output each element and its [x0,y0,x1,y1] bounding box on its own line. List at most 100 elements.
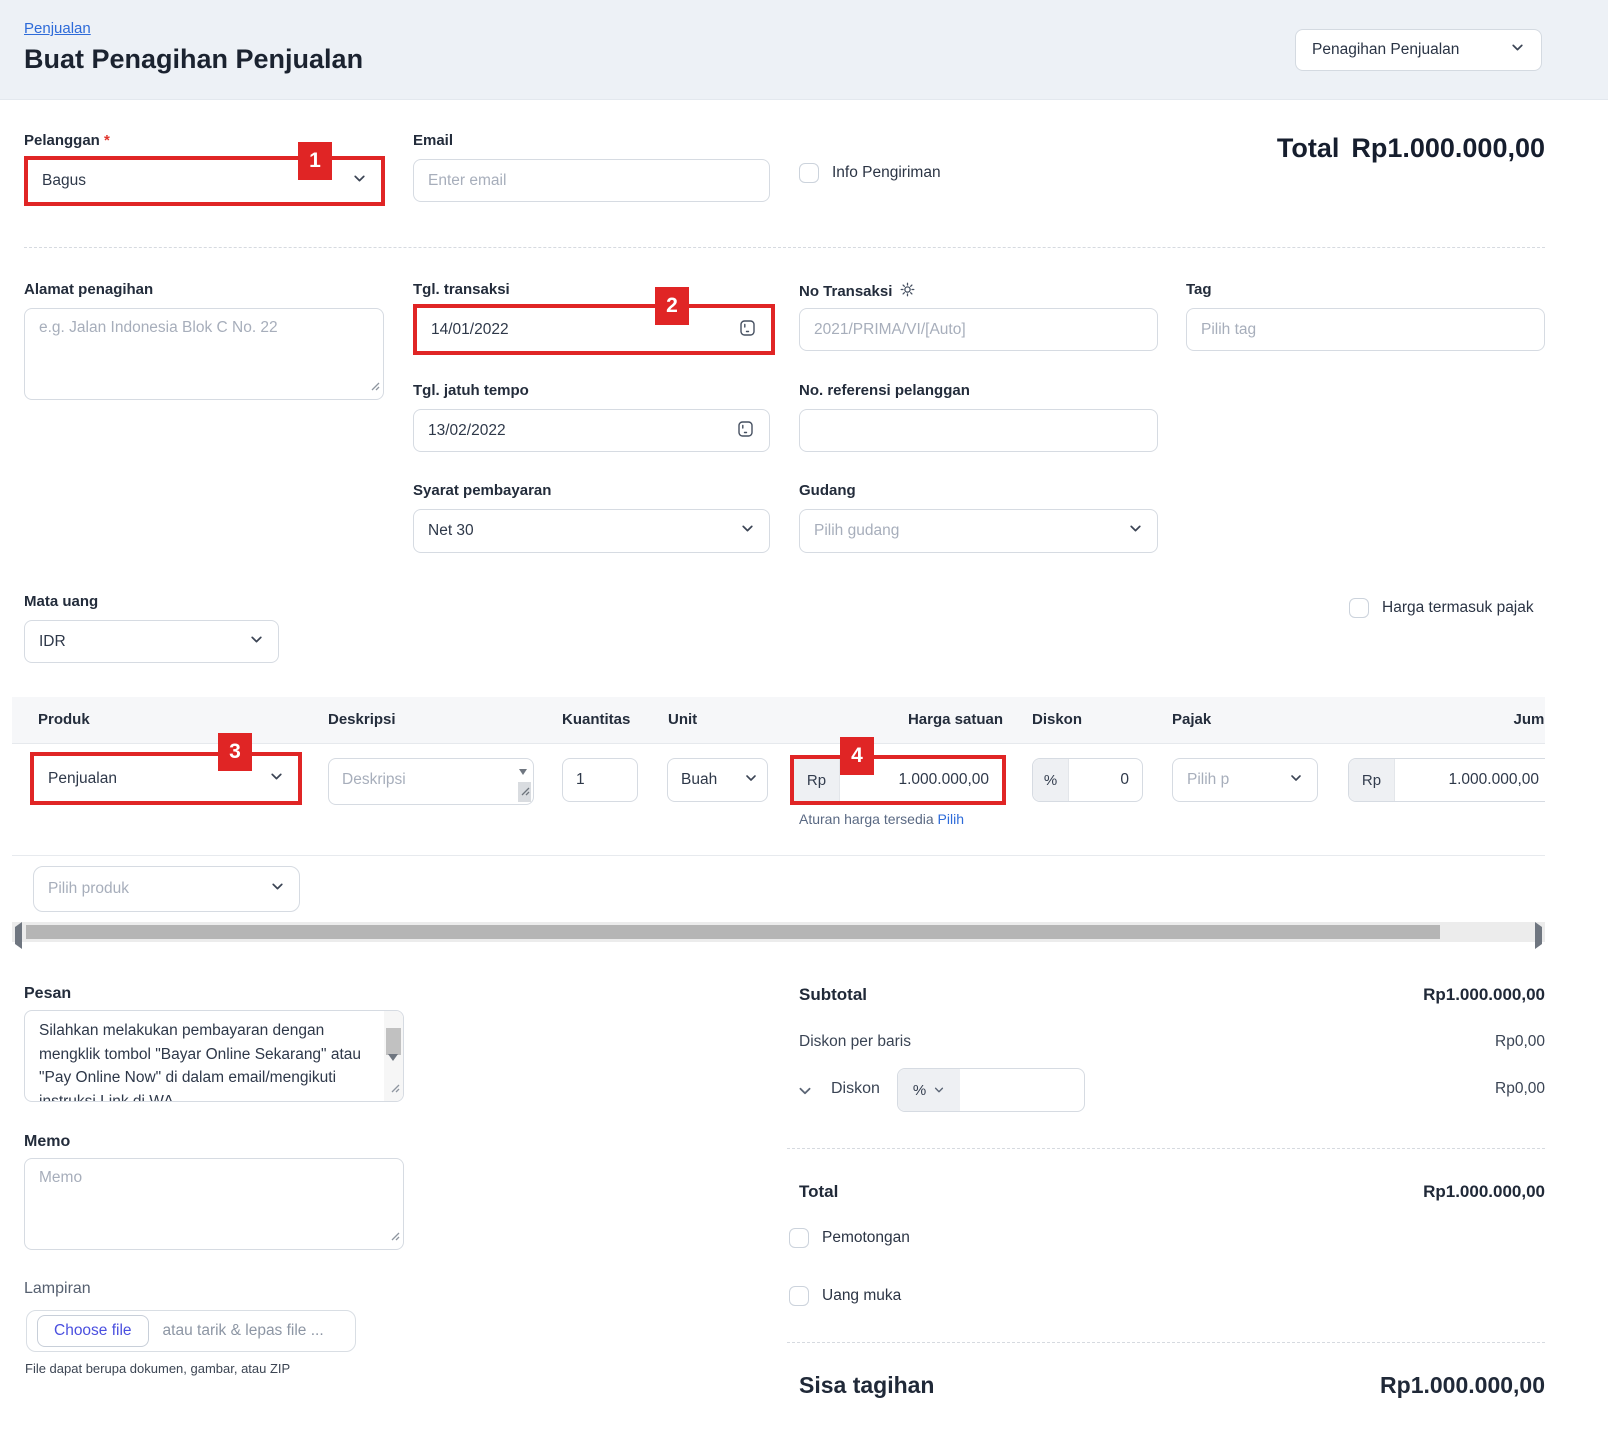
file-note: File dapat berupa dokumen, gambar, atau … [25,1361,291,1376]
harga-satuan-value: 1.000.000,00 [898,771,989,788]
tgl-jatuh-tempo-label: Tgl. jatuh tempo [413,382,529,399]
chevron-down-icon[interactable] [797,1083,813,1104]
pemotongan-checkbox[interactable] [789,1228,809,1248]
col-harga-satuan: Harga satuan [907,711,1003,728]
chevron-down-icon [740,521,755,541]
pelanggan-label: Pelanggan * [24,132,110,149]
divider [12,855,1545,856]
gudang-select[interactable]: Pilih gudang [799,509,1158,553]
calendar-icon[interactable] [738,318,757,342]
discount-input[interactable] [960,1081,1084,1099]
chevron-down-icon [249,632,264,652]
total-value: Rp1.000.000,00 [1423,1182,1545,1201]
breadcrumb[interactable]: Penjualan [24,20,91,37]
mata-uang-select[interactable]: IDR [24,620,279,663]
total-banner-label: Total [1276,133,1340,163]
uang-muka-checkbox[interactable] [789,1286,809,1306]
pelanggan-value: Bagus [42,172,86,189]
currency-prefix: Rp [1349,759,1395,801]
resize-handle-icon[interactable] [369,378,380,396]
discount-unit-select[interactable]: % [898,1069,960,1111]
resize-handle-icon[interactable] [389,1228,400,1246]
discount-unit-value: % [912,1081,927,1099]
no-referensi-input[interactable] [814,421,1143,440]
items-table: Produk Deskripsi Kuantitas Unit Harga sa… [12,697,1545,839]
kuantitas-value: 1 [576,771,585,788]
col-kuantitas: Kuantitas [562,711,631,728]
col-jumlah: Jumlah [1513,711,1545,728]
pesan-label: Pesan [24,985,72,1002]
scroll-left-icon[interactable] [15,922,22,949]
doc-type-select[interactable]: Penagihan Penjualan [1295,29,1542,71]
scroll-right-icon[interactable] [1535,922,1542,949]
diskon-value: 0 [1120,771,1129,788]
memo-field[interactable] [24,1158,404,1250]
tgl-jatuh-tempo-field[interactable]: 13/02/2022 [413,409,770,452]
produk-value: Penjualan [48,769,117,787]
info-pengiriman-label: Info Pengiriman [832,164,941,181]
info-pengiriman-checkbox[interactable] [799,163,819,183]
tgl-transaksi-value: 14/01/2022 [431,320,509,338]
syarat-pembayaran-select[interactable]: Net 30 [413,509,770,553]
percent-prefix: % [1033,759,1069,801]
memo-label: Memo [24,1133,71,1150]
divider [787,1342,1545,1343]
diskon-field[interactable]: % 0 [1032,758,1143,802]
page-title: Buat Penagihan Penjualan [24,44,364,74]
annotation-badge-3: 3 [218,733,252,771]
pajak-select[interactable]: Pilih p [1172,758,1318,802]
harga-satuan-field[interactable]: Rp 1.000.000,00 [790,755,1006,805]
file-drop-area[interactable]: Choose file atau tarik & lepas file ... [26,1310,356,1352]
choose-file-button[interactable]: Choose file [37,1315,149,1347]
sisa-tagihan-value: Rp1.000.000,00 [1380,1372,1545,1398]
alamat-textarea[interactable] [25,309,383,399]
produk-select[interactable]: Penjualan [30,752,302,805]
jumlah-field[interactable]: Rp 1.000.000,00 [1348,758,1545,802]
memo-textarea[interactable] [25,1159,403,1249]
chevron-down-icon [270,879,285,899]
horizontal-scrollbar[interactable] [12,922,1545,949]
discount-input-group[interactable]: % [897,1068,1085,1112]
calendar-icon[interactable] [736,419,755,443]
tgl-jatuh-tempo-value: 13/02/2022 [428,421,506,439]
harga-termasuk-pajak-row: Harga termasuk pajak [1349,598,1534,618]
unit-select[interactable]: Buah [667,758,768,802]
no-transaksi-field[interactable] [799,308,1158,351]
total-banner-amount: Rp1.000.000,00 [1351,133,1545,163]
chevron-down-icon [1510,40,1525,60]
add-product-placeholder: Pilih produk [48,880,129,897]
resize-handle-icon[interactable] [389,1080,400,1098]
add-product-select[interactable]: Pilih produk [33,866,300,912]
deskripsi-placeholder: Deskripsi [342,771,406,788]
scroll-down-icon[interactable] [388,1054,398,1079]
chevron-down-icon [1128,521,1143,541]
alamat-field[interactable] [24,308,384,400]
price-rule-link[interactable]: Pilih [937,811,964,827]
price-rule-text: Aturan harga tersedia Pilih [799,811,964,827]
email-input[interactable] [428,171,755,190]
deskripsi-field[interactable]: Deskripsi [328,758,534,805]
divider [24,247,1545,248]
resize-handle-icon[interactable] [519,783,530,801]
syarat-pembayaran-label: Syarat pembayaran [413,482,552,499]
kuantitas-field[interactable]: 1 [562,758,638,802]
chevron-down-icon [744,771,758,790]
tag-field[interactable] [1186,308,1545,351]
tgl-transaksi-field[interactable]: 14/01/2022 [413,304,775,355]
line-discount-value: Rp0,00 [1495,1033,1545,1050]
scrollbar-thumb[interactable] [386,1028,401,1055]
discount-label: Diskon [831,1080,880,1097]
pesan-field[interactable]: Silahkan melakukan pembayaran dengan men… [24,1010,404,1102]
scrollbar-thumb[interactable] [26,925,1440,939]
col-diskon: Diskon [1032,711,1083,728]
divider [787,1148,1545,1149]
vertical-scrollbar[interactable] [384,1011,403,1101]
total-banner: Total Rp1.000.000,00 [945,133,1545,164]
tag-input[interactable] [1201,320,1530,339]
no-transaksi-input[interactable] [814,320,1143,339]
email-field[interactable] [413,159,770,202]
harga-termasuk-pajak-checkbox[interactable] [1349,598,1369,618]
total-label: Total [799,1182,839,1201]
gear-icon[interactable] [899,281,916,302]
no-referensi-field[interactable] [799,409,1158,452]
